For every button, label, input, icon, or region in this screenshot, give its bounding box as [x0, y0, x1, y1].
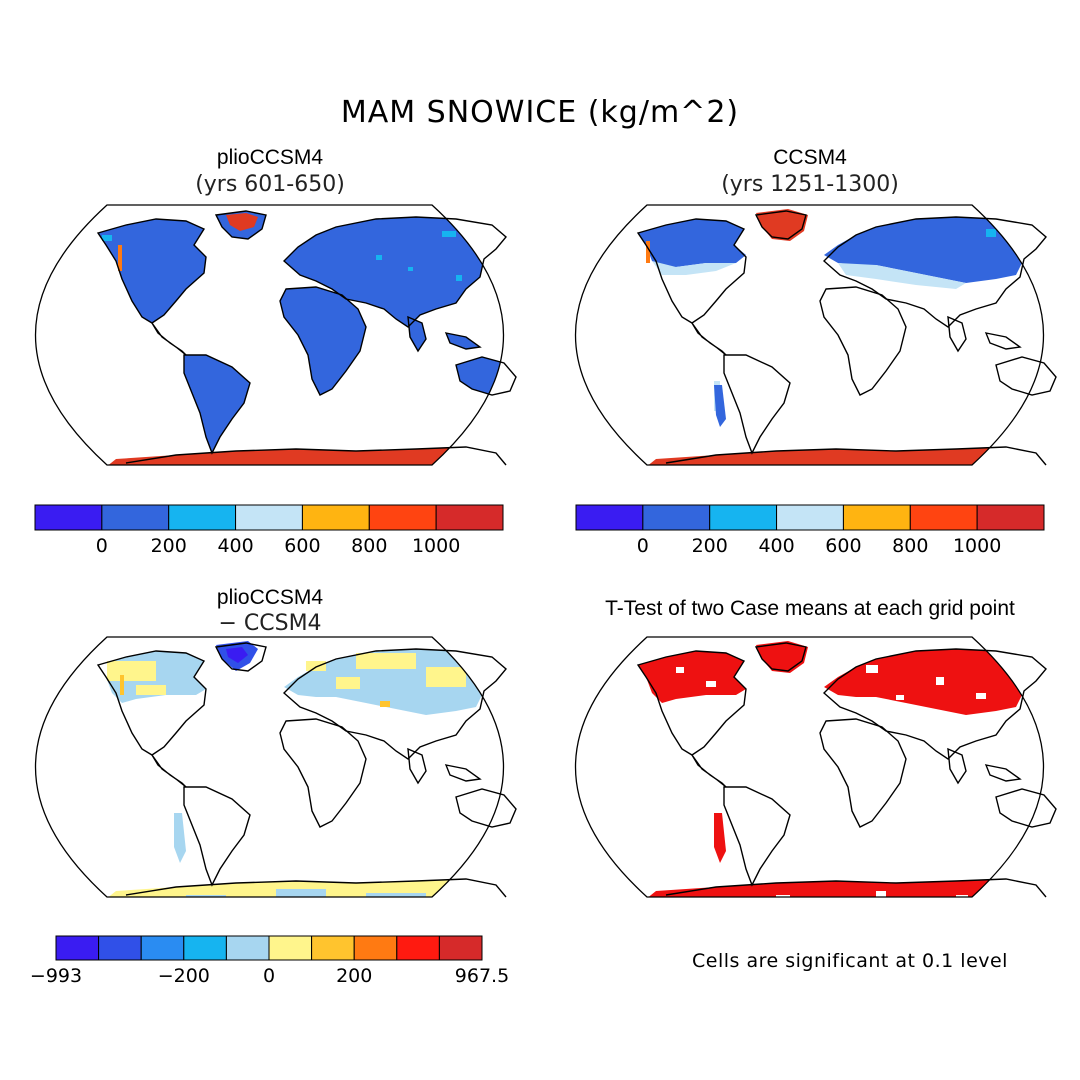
colorbar-swatch	[235, 504, 303, 531]
panel1-subtitle: (yrs 601-650)	[195, 172, 345, 197]
colorbar-swatch	[268, 935, 313, 961]
colorbar-label: 600	[284, 535, 320, 557]
panel3-fields	[96, 641, 504, 897]
colorbar-label: 0	[637, 535, 649, 557]
colorbar-label: −200	[158, 965, 210, 987]
colorbar-swatch	[709, 504, 778, 531]
colorbar-swatch	[575, 504, 644, 531]
colorbar-label: 200	[692, 535, 728, 557]
colorbar-swatch	[435, 504, 504, 531]
colorbar-swatch	[438, 935, 483, 961]
panel4-title: T-Test of two Case means at each grid po…	[605, 597, 1015, 620]
colorbar-label: 0	[96, 535, 108, 557]
colorbar-label: 1000	[953, 535, 1001, 557]
colorbar-swatch	[976, 504, 1045, 531]
panel1-title: plioCCSM4	[216, 146, 324, 169]
colorbar-swatch	[183, 935, 227, 961]
ttest-note: Cells are significant at 0.1 level	[692, 950, 1008, 972]
figure-title: MAM SNOWICE (kg/m^2)	[340, 95, 740, 130]
colorbar-difference: −993 −200 0 200 967.5	[30, 935, 509, 987]
colorbar-label: 200	[151, 535, 187, 557]
panel1-map	[35, 204, 517, 466]
colorbar-swatch	[34, 504, 103, 531]
colorbar-swatch	[909, 504, 978, 531]
panel4-map	[575, 636, 1057, 898]
colorbar-swatch	[642, 504, 711, 531]
panel2-title: CCSM4	[773, 146, 847, 169]
colorbar-swatch	[353, 935, 398, 961]
colorbar-label: 1000	[412, 535, 460, 557]
colorbar-swatch	[55, 935, 100, 961]
colorbar-swatch	[225, 935, 270, 961]
panel3-map	[35, 636, 517, 898]
colorbar-swatch	[368, 504, 437, 531]
colorbar-label: 600	[825, 535, 861, 557]
colorbar-label: 800	[892, 535, 928, 557]
colorbar-swatch	[98, 935, 142, 961]
colorbar-label: 967.5	[455, 965, 509, 987]
colorbar-label: 0	[263, 965, 275, 987]
colorbar-label: 400	[758, 535, 794, 557]
panel3-title: plioCCSM4	[216, 586, 324, 609]
colorbar-swatch	[101, 504, 170, 531]
colorbar-swatch	[396, 935, 440, 961]
panel2-fields	[636, 209, 1044, 465]
panel3-subtitle: − CCSM4	[218, 611, 322, 636]
colorbar-swatch	[842, 504, 911, 531]
colorbar-label: −993	[30, 965, 82, 987]
colorbar-label: 800	[351, 535, 387, 557]
colorbar-swatch	[311, 935, 355, 961]
colorbar-label: 400	[217, 535, 253, 557]
colorbar-panel1: 0 200 400 600 800 1000	[34, 504, 504, 557]
panel4-fields	[636, 641, 1044, 897]
colorbar-panel2: 0 200 400 600 800 1000	[575, 504, 1045, 557]
colorbar-swatch	[301, 504, 370, 531]
colorbar-swatch	[776, 504, 844, 531]
colorbar-swatch	[140, 935, 185, 961]
panel2-subtitle: (yrs 1251-1300)	[721, 172, 899, 197]
colorbar-swatch	[168, 504, 237, 531]
panel2-map	[575, 204, 1057, 466]
colorbar-label: 200	[336, 965, 372, 987]
